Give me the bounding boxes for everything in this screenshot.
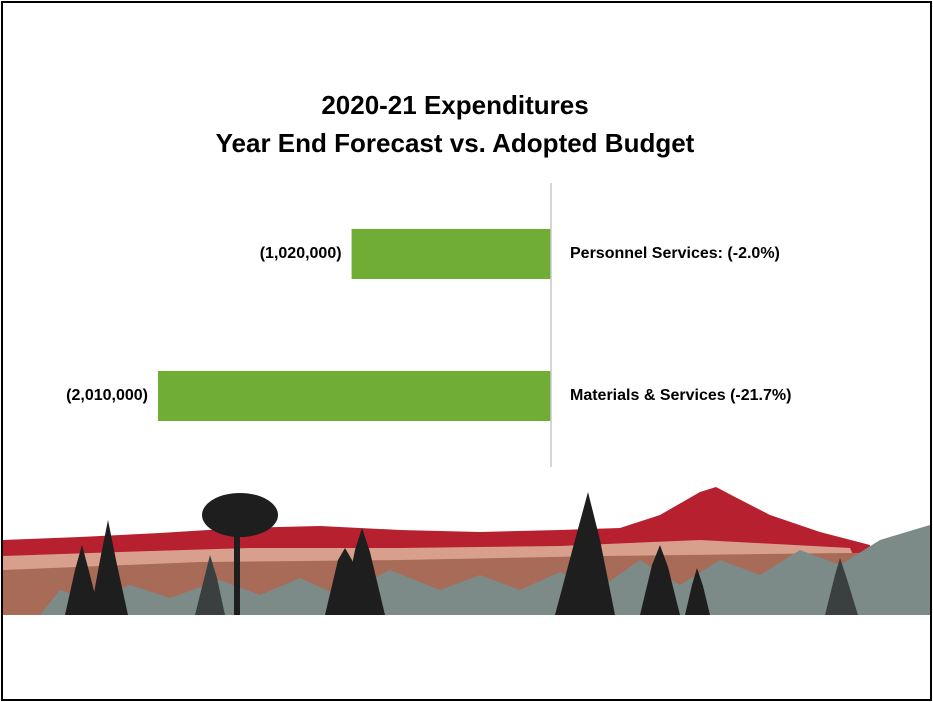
forest-gray	[40, 525, 930, 615]
tree-trunk	[234, 520, 240, 615]
category-label: Personnel Services: (-2.0%)	[570, 245, 780, 262]
tree	[825, 558, 858, 615]
tree	[90, 520, 128, 615]
tree	[65, 545, 100, 615]
tree-crown	[202, 493, 278, 537]
bar	[351, 229, 551, 279]
value-label: (1,020,000)	[260, 245, 342, 262]
tree	[342, 528, 385, 615]
tree	[640, 545, 680, 615]
chart-title: 2020-21 Expenditures	[321, 90, 588, 120]
bar	[158, 371, 551, 421]
landscape	[3, 487, 930, 615]
tree	[555, 492, 615, 615]
chart-title: Year End Forecast vs. Adopted Budget	[216, 128, 695, 158]
value-label: (2,010,000)	[66, 387, 148, 404]
tree	[195, 555, 225, 615]
category-label: Materials & Services (-21.7%)	[570, 387, 791, 404]
tree	[685, 568, 710, 615]
